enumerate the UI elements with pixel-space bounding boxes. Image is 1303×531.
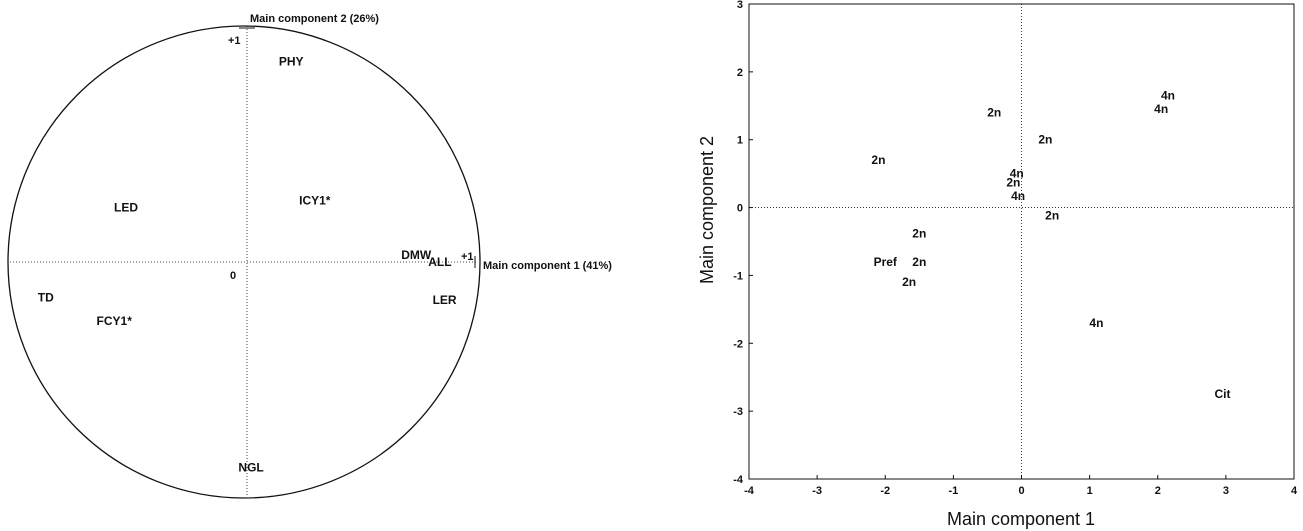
x-tick-label: -2 xyxy=(880,485,890,497)
zero-lines xyxy=(749,4,1294,479)
sample-label: 2n xyxy=(1045,209,1059,223)
unit-tick-x-label: +1 xyxy=(461,251,474,263)
sample-label: 2n xyxy=(871,153,885,167)
variable-label: FCY1* xyxy=(97,314,133,328)
x-tick-label: -1 xyxy=(948,485,958,497)
variable-label: DMW xyxy=(401,248,432,262)
y-tick-label: 1 xyxy=(737,135,743,147)
sample-label: 4n xyxy=(1154,102,1168,116)
x-tick-label: 3 xyxy=(1223,485,1229,497)
sample-label: 2n xyxy=(902,275,916,289)
y-tick-label: -1 xyxy=(733,270,743,282)
x-tick-label: -3 xyxy=(812,485,822,497)
sample-label: 4n xyxy=(1161,89,1175,103)
variable-label: LED xyxy=(114,201,138,215)
variable-label: ICY1* xyxy=(299,194,331,208)
y-tick-label: 0 xyxy=(737,203,743,215)
y-tick-label: -2 xyxy=(733,338,743,350)
sample-label: 4n xyxy=(1089,316,1103,330)
sample-label: 4n xyxy=(1011,189,1025,203)
x-tick-label: 2 xyxy=(1155,485,1161,497)
sample-label: Pref xyxy=(874,255,898,269)
variable-label: PHY xyxy=(279,54,304,68)
y-tick-label: 2 xyxy=(737,67,743,79)
score-plot-chart: -4 -3 -2 -1 0 1 2 3 4 -4 -3 -2 -1 0 1 2 3 Main componen… xyxy=(697,0,1298,529)
y-tick-label: -3 xyxy=(733,406,743,418)
correlation-circle-chart: Main component 2 (26%) Main component 1 … xyxy=(7,13,612,499)
sample-label: 2n xyxy=(987,106,1001,120)
x-tick-label: -4 xyxy=(744,485,755,497)
y-ticks: -4 -3 -2 -1 0 1 2 3 xyxy=(733,0,753,486)
x-tick-label: 0 xyxy=(1018,485,1024,497)
y-axis-title: Main component 2 (26%) xyxy=(250,13,379,25)
x-ticks: -4 -3 -2 -1 0 1 2 3 4 xyxy=(744,475,1298,497)
x-tick-label: 4 xyxy=(1291,485,1298,497)
origin-label: 0 xyxy=(230,270,236,282)
sample-label: 2n xyxy=(1006,175,1020,189)
sample-label: 2n xyxy=(912,226,926,240)
variable-label: NGL xyxy=(238,460,263,474)
variable-label: TD xyxy=(38,290,54,304)
unit-tick-y-label: +1 xyxy=(228,35,241,47)
unit-circle xyxy=(7,25,481,499)
sample-label: Cit xyxy=(1214,387,1230,401)
sample-label: 2n xyxy=(1038,133,1052,147)
x-tick-label: 1 xyxy=(1087,485,1093,497)
x-axis-title-right: Main component 1 xyxy=(947,509,1095,529)
x-axis-title: Main component 1 (41%) xyxy=(483,260,612,272)
variable-label: LER xyxy=(433,293,457,307)
sample-label: 2n xyxy=(912,255,926,269)
sample-label: 4n xyxy=(1010,167,1024,181)
y-tick-label: -4 xyxy=(733,474,744,486)
y-axis-title-right: Main component 2 xyxy=(697,136,717,284)
variable-label: ALL xyxy=(428,255,451,269)
y-tick-label: 3 xyxy=(737,0,743,11)
